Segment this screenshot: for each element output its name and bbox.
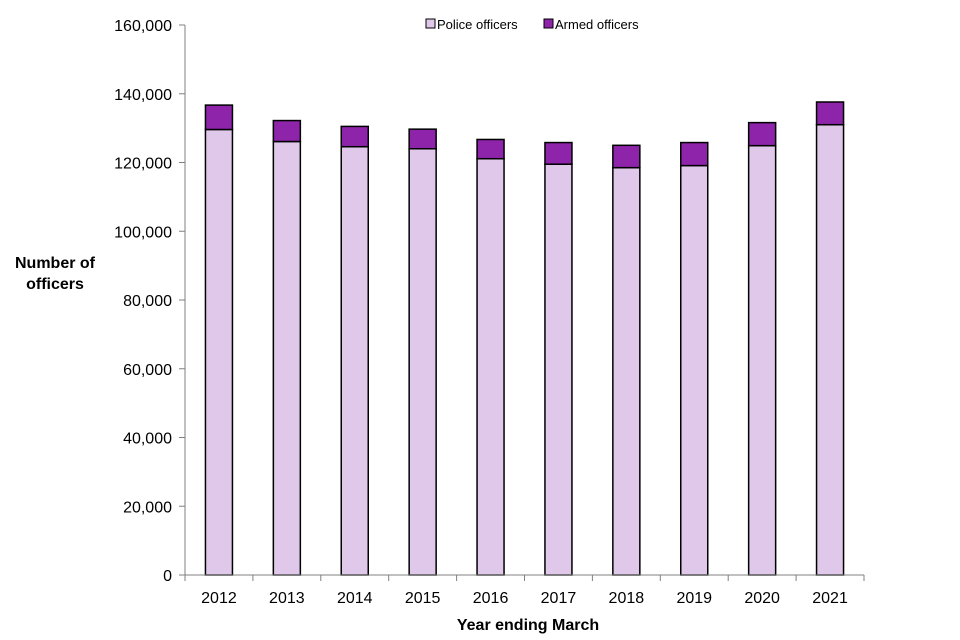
y-tick-label: 80,000 [123, 293, 172, 310]
y-tick-label: 120,000 [114, 156, 172, 173]
legend-swatch-armed-officers [543, 18, 554, 29]
bar-police-officers-2021 [815, 123, 845, 576]
x-tick-label: 2013 [269, 590, 305, 607]
x-tick-label: 2017 [541, 590, 577, 607]
bar-armed-officers-2020 [747, 121, 777, 147]
x-tick-label: 2021 [812, 590, 848, 607]
bar-armed-officers-2018 [612, 144, 641, 169]
bar-police-officers-2013 [272, 140, 302, 576]
y-axis-title-line2: officers [26, 276, 84, 293]
bar-police-officers-2018 [612, 166, 641, 576]
legend-label-armed-officers: Armed officers [555, 17, 639, 32]
x-tick-label: 2019 [676, 590, 712, 607]
bar-armed-officers-2012 [204, 104, 234, 131]
y-tick-label: 100,000 [114, 224, 172, 241]
bar-police-officers-2016 [476, 157, 505, 576]
bar-armed-officers-2013 [272, 119, 302, 143]
legend-label-police-officers: Police officers [437, 17, 518, 32]
bar-police-officers-2015 [408, 148, 437, 576]
bar-police-officers-2014 [340, 145, 369, 576]
x-tick-label: 2018 [609, 590, 645, 607]
x-tick-label: 2015 [405, 590, 441, 607]
y-tick-label: 20,000 [123, 499, 172, 516]
x-tick-label: 2014 [337, 590, 373, 607]
bar-armed-officers-2014 [340, 125, 369, 148]
bar-armed-officers-2015 [408, 128, 437, 150]
bar-armed-officers-2017 [544, 141, 573, 165]
y-tick-label: 40,000 [123, 431, 172, 448]
bar-armed-officers-2016 [476, 138, 505, 160]
y-tick-label: 140,000 [114, 87, 172, 104]
legend: Police officers Armed officers [425, 17, 639, 32]
bar-armed-officers-2019 [680, 141, 709, 167]
bar-police-officers-2020 [747, 144, 777, 576]
y-tick-label: 160,000 [114, 18, 172, 35]
bar-police-officers-2019 [680, 164, 709, 576]
y-tick-label: 0 [163, 568, 172, 585]
x-tick-label: 2012 [201, 590, 237, 607]
bar-police-officers-2017 [544, 163, 573, 576]
legend-swatch-police-officers [425, 18, 436, 29]
y-tick-label: 60,000 [123, 362, 172, 379]
x-tick-label: 2020 [744, 590, 780, 607]
bar-police-officers-2012 [204, 128, 234, 576]
bar-armed-officers-2021 [815, 101, 845, 126]
x-tick-label: 2016 [473, 590, 509, 607]
x-axis-title: Year ending March [457, 617, 599, 634]
y-axis-title-line1: Number of [15, 255, 96, 272]
